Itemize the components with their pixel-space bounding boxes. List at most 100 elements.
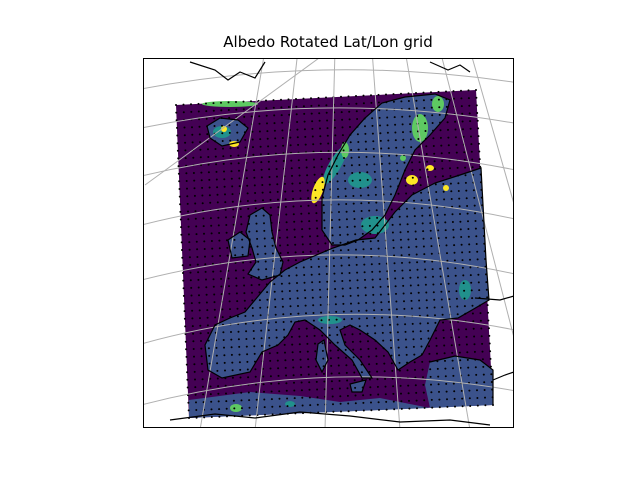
grid-point [344, 348, 347, 351]
grid-point [433, 160, 436, 163]
grid-point [421, 368, 424, 371]
grid-point [207, 156, 210, 158]
grid-point [238, 345, 241, 348]
grid-point [405, 353, 408, 356]
grid-point [315, 212, 318, 215]
grid-point [417, 138, 420, 140]
grid-point [402, 146, 405, 149]
grid-point [436, 206, 438, 209]
grid-point [407, 230, 409, 233]
grid-point [213, 293, 216, 296]
grid-point [287, 259, 290, 262]
grid-point [255, 222, 258, 225]
grid-point [321, 173, 324, 176]
grid-point [336, 326, 338, 329]
grid-point [341, 118, 344, 121]
grid-point [460, 97, 463, 100]
grid-point [282, 313, 285, 316]
grid-point [403, 307, 406, 310]
grid-point [316, 227, 319, 230]
grid-point [175, 119, 178, 122]
grid-point [453, 390, 456, 393]
grid-point [348, 264, 351, 267]
grid-point [400, 246, 403, 249]
grid-point [445, 105, 448, 108]
grid-point [461, 259, 464, 262]
grid-point [220, 277, 223, 280]
grid-point [262, 367, 264, 370]
grid-point [391, 231, 394, 234]
grid-point [371, 124, 374, 127]
grid-point [301, 243, 304, 246]
grid-point [200, 179, 203, 182]
grid-point [437, 229, 440, 232]
grid-point [459, 220, 462, 223]
grid-point [277, 198, 279, 201]
grid-point [377, 401, 380, 404]
grid-point [228, 285, 230, 288]
grid-point [250, 284, 253, 287]
grid-point [236, 315, 239, 318]
grid-point [232, 223, 235, 226]
grid-point [360, 202, 363, 205]
grid-point [235, 292, 238, 295]
grid-point [368, 378, 371, 381]
grid-point [251, 138, 254, 141]
grid-point [213, 117, 216, 120]
grid-point [424, 122, 427, 125]
grid-point [195, 401, 197, 404]
grid-point [176, 126, 178, 129]
grid-point [245, 338, 248, 340]
grid-point [313, 327, 316, 330]
grid-point [229, 147, 232, 150]
grid-point [348, 110, 351, 113]
grid-point [434, 183, 437, 186]
grid-point [222, 147, 224, 150]
grid-point [269, 198, 272, 201]
grid-point [265, 99, 267, 102]
grid-point [399, 384, 402, 387]
grid-point [437, 383, 440, 386]
grid-point [476, 397, 479, 399]
grid-point [194, 393, 197, 396]
grid-point [466, 351, 469, 354]
grid-point [444, 375, 447, 378]
grid-point [281, 137, 284, 139]
grid-point [183, 134, 186, 137]
grid-point [244, 146, 247, 149]
grid-point [420, 199, 423, 202]
grid-point [396, 177, 399, 180]
grid-point [397, 346, 400, 349]
grid-point [378, 262, 381, 265]
grid-point [326, 280, 329, 283]
grid-point [209, 377, 212, 380]
grid-point [452, 367, 454, 370]
grid-point [387, 285, 390, 288]
grid-point [346, 394, 349, 397]
grid-point [290, 159, 293, 162]
grid-point [419, 176, 422, 179]
grid-point [316, 388, 319, 391]
grid-point [266, 130, 269, 133]
grid-point [252, 322, 255, 325]
grid-point [345, 218, 348, 221]
grid-point [380, 308, 383, 311]
grid-point [197, 271, 200, 274]
grid-point [293, 228, 296, 231]
grid-point [231, 200, 234, 203]
grid-point [298, 174, 301, 177]
grid-point [358, 156, 360, 159]
grid-point [350, 310, 353, 313]
grid-point [191, 309, 194, 312]
grid-point [176, 142, 179, 145]
grid-point [353, 225, 356, 228]
grid-point [253, 176, 256, 179]
grid-point [301, 235, 304, 238]
grid-point [418, 153, 421, 156]
grid-point [416, 268, 419, 271]
grid-point [241, 238, 244, 241]
grid-point [431, 406, 434, 409]
grid-point [414, 384, 417, 387]
grid-point [182, 287, 185, 290]
grid-point [309, 243, 312, 246]
